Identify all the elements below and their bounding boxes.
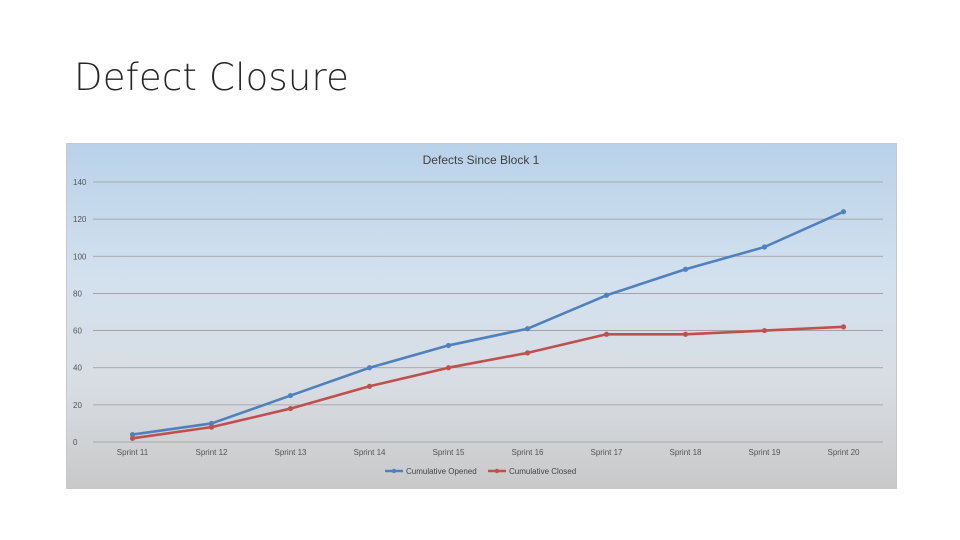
- data-point: [682, 331, 689, 337]
- x-tick-label: Sprint 17: [590, 448, 623, 457]
- x-tick-label: Sprint 13: [274, 448, 307, 457]
- data-point: [129, 431, 136, 438]
- data-point: [682, 266, 689, 272]
- legend-label: Cumulative Opened: [406, 467, 477, 476]
- data-point: [524, 350, 531, 356]
- series-line: [132, 210, 845, 436]
- y-tick-label: 40: [73, 364, 82, 373]
- legend-marker: [391, 468, 397, 474]
- x-tick-label: Sprint 12: [195, 448, 228, 457]
- data-point: [287, 405, 294, 412]
- data-point: [761, 244, 768, 250]
- data-point: [208, 424, 215, 430]
- x-tick-label: Sprint 19: [748, 448, 781, 457]
- y-tick-label: 80: [73, 289, 82, 298]
- data-point: [603, 292, 610, 298]
- data-point: [208, 420, 215, 427]
- line-chart: Defects Since Block 1 0 20 40 60 80 100 120 140…: [73, 153, 883, 476]
- x-tick-label: Sprint 18: [669, 448, 702, 457]
- data-point: [287, 392, 294, 399]
- x-tick-label: Sprint 15: [432, 448, 465, 457]
- data-point: [840, 324, 847, 330]
- legend-marker: [494, 468, 500, 474]
- series-line: [132, 325, 844, 440]
- x-tick-label: Sprint 16: [511, 448, 544, 457]
- slide-title: Defect Closure: [74, 56, 350, 99]
- data-point: [524, 326, 531, 332]
- chart-area: Defects Since Block 1 0 20 40 60 80 100 120 140…: [66, 143, 897, 489]
- y-tick-label: 140: [73, 178, 87, 187]
- x-tick-label: Sprint 14: [353, 448, 386, 457]
- chart-title: Defects Since Block 1: [423, 153, 540, 167]
- y-tick-label: 20: [73, 401, 82, 410]
- x-tick-label: Sprint 20: [827, 448, 860, 457]
- data-point: [445, 365, 452, 371]
- y-tick-label: 120: [73, 215, 87, 224]
- data-point: [445, 342, 452, 349]
- data-point: [366, 383, 373, 389]
- y-tick-label: 0: [73, 438, 78, 447]
- data-point: [129, 435, 136, 441]
- x-tick-label: Sprint 11: [117, 448, 149, 457]
- data-point: [840, 209, 847, 215]
- data-point: [366, 365, 373, 371]
- legend-label: Cumulative Closed: [509, 467, 576, 476]
- data-point: [761, 327, 768, 334]
- y-tick-label: 100: [73, 252, 87, 261]
- y-tick-label: 60: [73, 327, 82, 336]
- data-point: [603, 331, 610, 337]
